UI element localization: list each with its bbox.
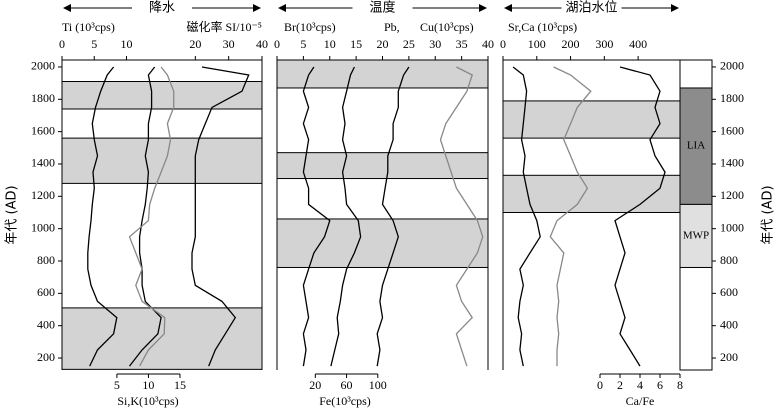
x-tick-label: 200 — [562, 37, 580, 51]
x-tick-label: 10 — [121, 37, 133, 51]
x-tick-label: 30 — [429, 37, 441, 51]
panel-title: 温度 — [369, 0, 395, 16]
x-tick-label: 20 — [309, 378, 321, 392]
y-axis-title: 年代 (AD) — [5, 185, 20, 244]
y-tick-label: 400 — [720, 317, 738, 331]
y-tick-label: 2000 — [31, 59, 55, 73]
y-tick-label: 200 — [37, 350, 55, 364]
x-tick-label: 100 — [528, 37, 546, 51]
x-tick-label: 20 — [189, 37, 201, 51]
shaded-band — [276, 152, 489, 180]
x-tick-label: 30 — [223, 37, 235, 51]
x-tick-label: 400 — [629, 37, 647, 51]
x-tick-label: 40 — [482, 37, 494, 51]
header-bg — [561, 0, 622, 16]
x-tick-label: 25 — [403, 37, 415, 51]
panel-title: 湖泊水位 — [565, 1, 617, 16]
y-tick-label: 1600 — [31, 123, 55, 137]
y-axis-title: 年代 (AD) — [761, 185, 776, 244]
y-tick-label: 1600 — [720, 123, 744, 137]
y-tick-label: 1200 — [720, 188, 744, 202]
y-tick-label: 2000 — [720, 59, 744, 73]
y-tick-label: 1200 — [31, 188, 55, 202]
x-tick-label: 0 — [597, 378, 603, 392]
shaded-band — [276, 218, 489, 268]
x-tick-label: 0 — [274, 37, 280, 51]
shaded-band — [61, 81, 263, 110]
axis-label: Fe(10³cps) — [319, 394, 371, 408]
x-tick-label: 5 — [300, 37, 306, 51]
x-tick-label: 6 — [657, 378, 663, 392]
period — [679, 87, 713, 205]
x-tick-label: 60 — [341, 378, 353, 392]
axis-label: Pb, — [384, 20, 400, 34]
axis-label: Br(10³cps) — [284, 20, 336, 34]
y-tick-label: 1400 — [720, 156, 744, 170]
axis-label: Si,K(10³cps) — [117, 394, 178, 408]
y-tick-label: 400 — [37, 317, 55, 331]
x-tick-label: 4 — [637, 378, 643, 392]
y-tick-label: 1800 — [31, 91, 55, 105]
x-tick-label: 100 — [369, 378, 387, 392]
shaded-band — [276, 59, 489, 89]
axis-label: Sr,Ca (10³cps) — [508, 20, 577, 34]
x-tick-label: 5 — [91, 37, 97, 51]
series-line — [128, 66, 175, 367]
series-line — [302, 66, 331, 367]
x-tick-label: 10 — [324, 37, 336, 51]
shaded-band — [61, 137, 263, 184]
axis-label: Ti (10³cps) — [62, 20, 115, 34]
series-line — [439, 66, 484, 367]
panel-title: 降水 — [149, 1, 175, 16]
y-tick-label: 200 — [720, 350, 738, 364]
x-tick-label: 15 — [174, 378, 186, 392]
series-line — [191, 66, 250, 367]
x-tick-label: 15 — [350, 37, 362, 51]
y-tick-label: 1800 — [720, 91, 744, 105]
header-bg — [352, 0, 413, 16]
series-line — [549, 66, 592, 367]
axis-label: Ca/Fe — [626, 394, 655, 408]
period-label: MWP — [683, 229, 709, 241]
x-tick-label: 8 — [677, 378, 683, 392]
period — [679, 203, 713, 268]
x-tick-label: 35 — [456, 37, 468, 51]
y-tick-label: 600 — [37, 285, 55, 299]
x-tick-label: 0 — [59, 37, 65, 51]
axis-label: 磁化率 SI/10⁻⁵ — [186, 19, 262, 34]
y-tick-label: 800 — [720, 253, 738, 267]
series-line — [512, 66, 541, 367]
x-tick-label: 40 — [256, 37, 268, 51]
x-tick-label: 5 — [114, 378, 120, 392]
shaded-band — [61, 307, 263, 370]
header-bg — [132, 0, 192, 16]
y-tick-label: 1000 — [31, 220, 55, 234]
series-line — [330, 66, 362, 367]
x-tick-label: 20 — [377, 37, 389, 51]
x-tick-label: 0 — [500, 37, 506, 51]
x-tick-label: 2 — [617, 378, 623, 392]
shaded-band — [502, 100, 681, 139]
x-tick-label: 300 — [595, 37, 613, 51]
series-line — [614, 66, 666, 367]
series-line — [128, 66, 162, 367]
series-line — [87, 66, 118, 367]
series-line — [376, 66, 410, 367]
period-label: LIA — [687, 140, 705, 152]
y-tick-label: 1400 — [31, 156, 55, 170]
y-tick-label: 800 — [37, 253, 55, 267]
y-tick-label: 1000 — [720, 220, 744, 234]
y-tick-label: 600 — [720, 285, 738, 299]
axis-label: Cu(10³cps) — [420, 20, 474, 34]
x-tick-label: 10 — [142, 378, 154, 392]
